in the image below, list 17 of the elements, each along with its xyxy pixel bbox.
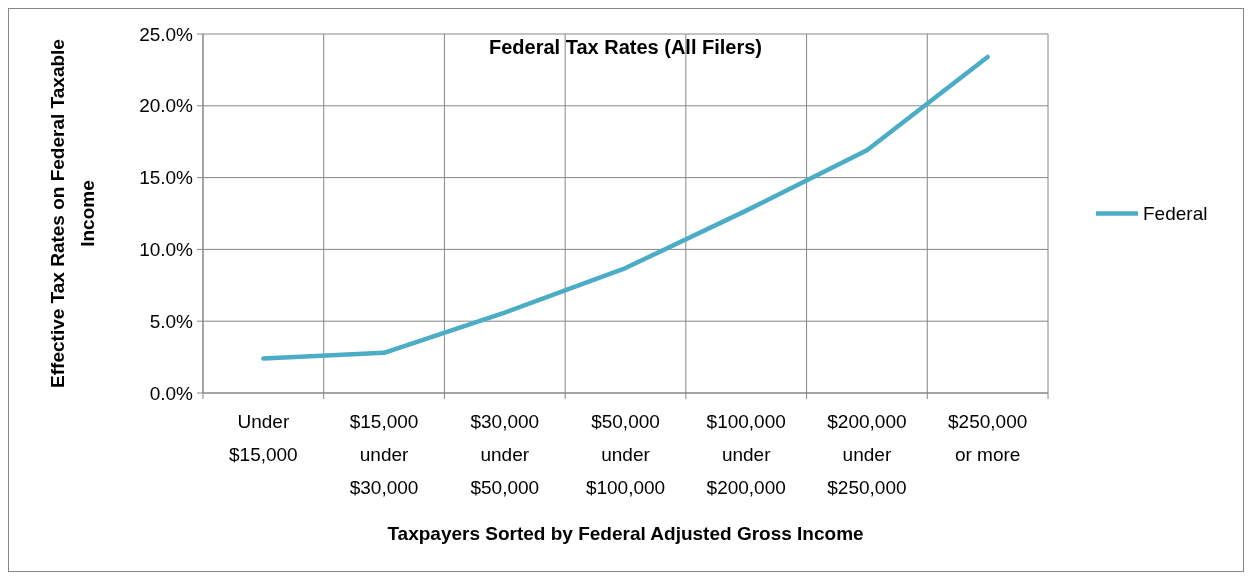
y-tick-label: 0.0% bbox=[149, 382, 194, 404]
y-tick-label: 5.0% bbox=[149, 310, 194, 332]
x-axis-title: Taxpayers Sorted by Federal Adjusted Gross Income bbox=[387, 523, 864, 544]
y-tick-label: 25.0% bbox=[139, 23, 194, 45]
y-tick-label: 10.0% bbox=[139, 239, 194, 261]
x-tick-label: $100,000 under $200,000 bbox=[706, 411, 786, 498]
chart-title: Federal Tax Rates (All Filers) bbox=[488, 36, 763, 58]
x-tick-label: $200,000 under $250,000 bbox=[827, 411, 907, 498]
y-tick-label: 20.0% bbox=[139, 95, 194, 117]
x-tick-label: $250,000 or more bbox=[948, 411, 1028, 465]
x-tick-label: $15,000 under $30,000 bbox=[349, 411, 419, 498]
x-tick-label: Under $15,000 bbox=[229, 411, 298, 465]
x-tick-label: $30,000 under $50,000 bbox=[470, 411, 540, 498]
legend-label: Federal bbox=[1143, 203, 1208, 225]
x-tick-label: $50,000 under $100,000 bbox=[585, 411, 666, 498]
y-tick-label: 15.0% bbox=[139, 167, 194, 189]
y-axis-title: Effective Tax Rates on Federal Taxable Income bbox=[47, 39, 98, 388]
